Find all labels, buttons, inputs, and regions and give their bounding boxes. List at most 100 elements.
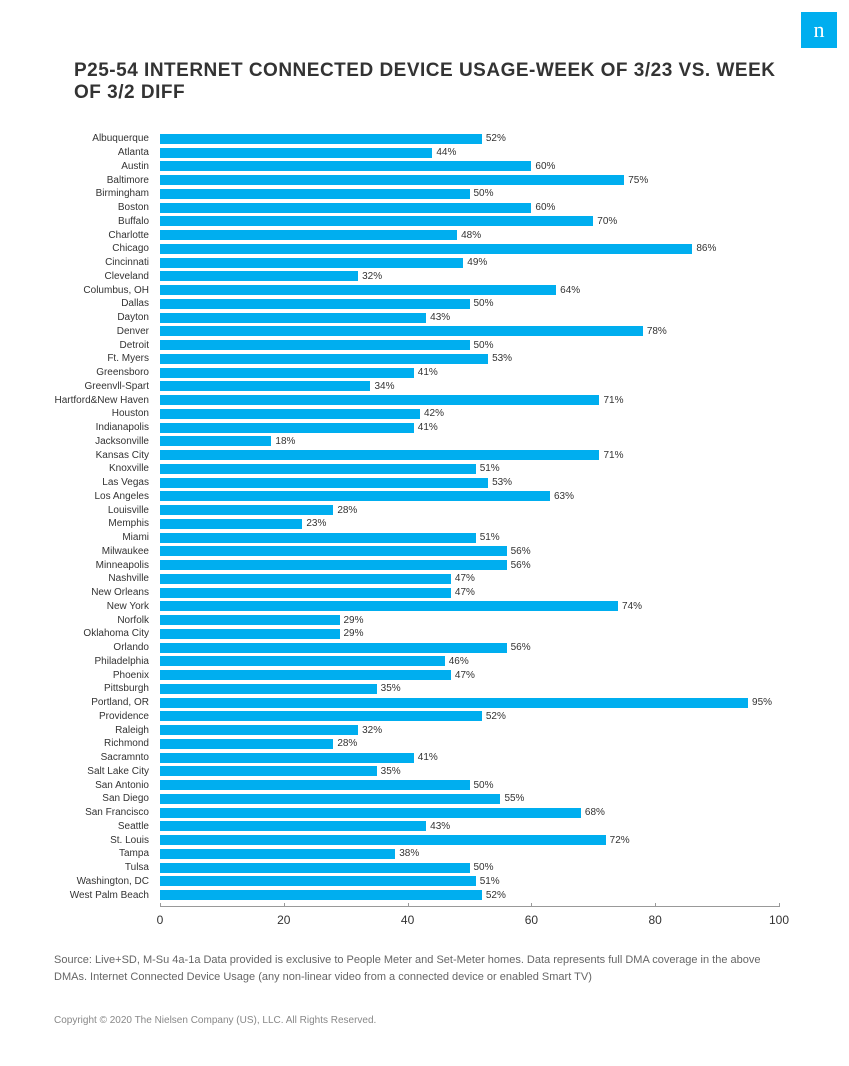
x-axis-tick	[655, 903, 656, 907]
bar	[160, 890, 482, 900]
bar-value: 41%	[418, 422, 438, 433]
bar	[160, 436, 271, 446]
bar-value: 75%	[628, 175, 648, 186]
bar	[160, 601, 618, 611]
bar-label: Dallas	[45, 298, 155, 309]
bar-row: Raleigh32%	[160, 723, 779, 737]
bar-label: Memphis	[45, 518, 155, 529]
bar-value: 32%	[362, 725, 382, 736]
bar-row: Indianapolis41%	[160, 421, 779, 435]
bar-value: 51%	[480, 532, 500, 543]
bar-value: 72%	[610, 835, 630, 846]
bar	[160, 161, 531, 171]
x-axis-tick	[408, 903, 409, 907]
bar-label: Milwaukee	[45, 546, 155, 557]
bar-value: 71%	[603, 450, 623, 461]
bar-label: Charlotte	[45, 230, 155, 241]
bar-label: Salt Lake City	[45, 766, 155, 777]
bar	[160, 643, 507, 653]
bar	[160, 381, 370, 391]
bar-row: Nashville47%	[160, 572, 779, 586]
bar-label: Buffalo	[45, 216, 155, 227]
bar-label: Jacksonville	[45, 436, 155, 447]
bar-value: 52%	[486, 711, 506, 722]
bar-row: Providence52%	[160, 710, 779, 724]
bar	[160, 876, 476, 886]
bar-label: Cincinnati	[45, 257, 155, 268]
bar-label: St. Louis	[45, 835, 155, 846]
bar	[160, 808, 581, 818]
bar-value: 52%	[486, 890, 506, 901]
bar-value: 78%	[647, 326, 667, 337]
bar-row: Tampa38%	[160, 847, 779, 861]
bar	[160, 766, 377, 776]
bar	[160, 849, 395, 859]
bar-label: New Orleans	[45, 587, 155, 598]
x-axis-tick	[284, 903, 285, 907]
bar	[160, 670, 451, 680]
bar-value: 64%	[560, 285, 580, 296]
bar-value: 86%	[696, 243, 716, 254]
bar-label: Chicago	[45, 243, 155, 254]
bar-label: Washington, DC	[45, 876, 155, 887]
bar-label: Dayton	[45, 312, 155, 323]
bar-value: 32%	[362, 271, 382, 282]
bar-label: Norfolk	[45, 615, 155, 626]
bar-row: Houston42%	[160, 407, 779, 421]
bar	[160, 560, 507, 570]
x-axis-label: 0	[157, 913, 164, 927]
x-axis-tick	[160, 903, 161, 907]
bar-row: Sacramnto41%	[160, 751, 779, 765]
bar	[160, 725, 358, 735]
bar-row: Las Vegas53%	[160, 476, 779, 490]
bar-row: Birmingham50%	[160, 187, 779, 201]
bar-row: St. Louis72%	[160, 833, 779, 847]
bar	[160, 313, 426, 323]
x-axis-label: 20	[277, 913, 290, 927]
bar-label: Sacramnto	[45, 752, 155, 763]
bar-label: Denver	[45, 326, 155, 337]
bar	[160, 368, 414, 378]
bar-label: Orlando	[45, 642, 155, 653]
bar-value: 35%	[381, 683, 401, 694]
bar-value: 52%	[486, 133, 506, 144]
bar-value: 43%	[430, 312, 450, 323]
bar-label: Birmingham	[45, 188, 155, 199]
bar	[160, 216, 593, 226]
x-axis-label: 80	[649, 913, 662, 927]
bar-value: 34%	[374, 381, 394, 392]
bar-label: San Francisco	[45, 807, 155, 818]
bar-row: Detroit50%	[160, 338, 779, 352]
bar	[160, 491, 550, 501]
bar-row: Ft. Myers53%	[160, 352, 779, 366]
bar-label: Tampa	[45, 848, 155, 859]
bar-value: 29%	[344, 615, 364, 626]
bar-row: Buffalo70%	[160, 215, 779, 229]
bar	[160, 780, 470, 790]
bar-label: Minneapolis	[45, 560, 155, 571]
bar-value: 46%	[449, 656, 469, 667]
bar-label: Cleveland	[45, 271, 155, 282]
bar-label: Seattle	[45, 821, 155, 832]
bar-label: Phoenix	[45, 670, 155, 681]
bar	[160, 684, 377, 694]
bar-value: 50%	[474, 340, 494, 351]
bar-label: Raleigh	[45, 725, 155, 736]
bar-row: Kansas City71%	[160, 448, 779, 462]
bar-value: 47%	[455, 573, 475, 584]
bar-row: Chicago86%	[160, 242, 779, 256]
bar-label: Las Vegas	[45, 477, 155, 488]
bar-row: Washington, DC51%	[160, 875, 779, 889]
x-axis-label: 40	[401, 913, 414, 927]
bar-row: Albuquerque52%	[160, 132, 779, 146]
bar-label: Philadelphia	[45, 656, 155, 667]
bar	[160, 739, 333, 749]
bar	[160, 258, 463, 268]
bar	[160, 395, 599, 405]
bar	[160, 244, 692, 254]
bar-row: San Diego55%	[160, 792, 779, 806]
bar-value: 56%	[511, 546, 531, 557]
bar	[160, 148, 432, 158]
copyright-text: Copyright © 2020 The Nielsen Company (US…	[50, 1015, 799, 1046]
bar-value: 55%	[504, 793, 524, 804]
